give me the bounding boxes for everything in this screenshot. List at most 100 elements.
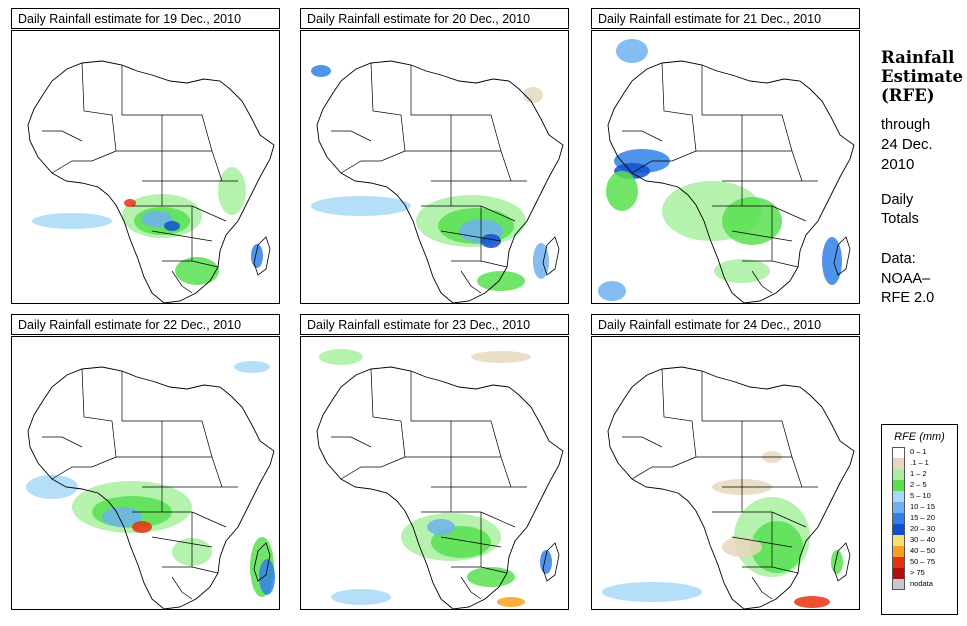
country-border (81, 62, 117, 152)
madagascar-outline (542, 542, 560, 582)
country-border (116, 456, 223, 488)
rainfall-area (794, 596, 830, 608)
rainfall-area (606, 171, 638, 211)
rainfall-area (481, 234, 501, 248)
legend-item: 2 – 5 (882, 480, 957, 491)
rainfall-area (124, 199, 136, 207)
map-panel-19-dec: Daily Rainfall estimate for 19 Dec., 201… (11, 8, 280, 304)
rainfall-area (616, 39, 648, 63)
madagascar-outline (542, 236, 560, 276)
country-border (451, 114, 502, 152)
country-border (42, 436, 83, 448)
country-border (751, 270, 773, 294)
country-border (440, 536, 502, 548)
legend-swatch (892, 568, 905, 579)
legend-item: 50 – 75 (882, 557, 957, 568)
country-border (460, 576, 482, 600)
country-border (81, 368, 117, 458)
coastline (316, 366, 564, 609)
legend-title: RFE (mm) (894, 431, 945, 443)
africa-map (300, 30, 569, 304)
rainfall-area (598, 281, 626, 301)
through-text: through (881, 117, 931, 133)
legend-label: 2 – 5 (910, 480, 927, 489)
rainfall-area (251, 244, 263, 268)
legend-swatch (892, 546, 905, 557)
rainfall-area (32, 213, 112, 229)
country-border (742, 114, 793, 152)
country-border (631, 456, 697, 480)
coastline (316, 60, 564, 303)
legend-label: 5 – 10 (910, 491, 931, 500)
country-border (661, 62, 697, 152)
legend-rows: 0 – 1 .1 – 1 1 – 2 2 – 5 5 – 10 10 – 15 15 – 2… (882, 447, 957, 590)
country-border (42, 130, 83, 142)
sidebar-title: Rainfall Estimate (RFE) (881, 48, 963, 105)
rfe-legend: RFE (mm) 0 – 1 .1 – 1 1 – 2 2 – 5 5 – 10 10 –… (881, 424, 958, 615)
rainfall-area (722, 197, 782, 245)
africa-map (300, 336, 569, 610)
africa-map (11, 336, 280, 610)
title-line: (RFE) (881, 86, 935, 105)
coastline (27, 60, 275, 303)
rainfall-map-svg (27, 60, 275, 303)
coastline (607, 366, 855, 609)
legend-swatch (892, 469, 905, 480)
rainfall-area (132, 521, 152, 533)
country-border (421, 205, 516, 222)
madagascar-outline (253, 236, 271, 276)
legend-item: 40 – 50 (882, 546, 957, 557)
coastline (27, 366, 275, 609)
country-border (410, 371, 452, 457)
country-border (171, 576, 193, 600)
rainfall-map-svg (311, 60, 564, 303)
legend-item: 15 – 20 (882, 513, 957, 524)
legend-swatch (892, 513, 905, 524)
rainfall-area (319, 349, 363, 365)
madagascar-outline (833, 236, 851, 276)
legend-swatch (892, 458, 905, 469)
country-border (701, 371, 743, 457)
country-border (132, 205, 227, 222)
data-label: Data: (881, 251, 916, 267)
country-border (405, 150, 512, 182)
country-border (370, 62, 406, 152)
map-panel-20-dec: Daily Rainfall estimate for 20 Dec., 201… (300, 8, 569, 304)
legend-swatch (892, 535, 905, 546)
country-border (370, 368, 406, 458)
panel-title: Daily Rainfall estimate for 21 Dec., 201… (591, 8, 860, 29)
country-border (742, 420, 793, 458)
rainfall-area (259, 559, 275, 595)
date-line-1: 24 Dec. (881, 136, 933, 153)
legend-item: 5 – 10 (882, 491, 957, 502)
rainfall-area (540, 550, 552, 574)
legend-label: 40 – 50 (910, 546, 936, 555)
country-border (162, 114, 213, 152)
legend-swatch (892, 524, 905, 535)
rainfall-area (331, 589, 391, 605)
country-border (661, 368, 697, 458)
rainfall-map-svg (602, 366, 855, 609)
africa-map (591, 336, 860, 610)
legend-label: 50 – 75 (910, 557, 936, 566)
panel-title: Daily Rainfall estimate for 22 Dec., 201… (11, 314, 280, 335)
legend-item: 0 – 1 (882, 447, 957, 458)
source-line-2: RFE 2.0 (881, 290, 935, 306)
legend-item: 1 – 2 (882, 469, 957, 480)
country-border (712, 205, 807, 222)
daily-text: Daily (881, 192, 914, 208)
legend-label: .1 – 1 (910, 458, 929, 467)
country-border (696, 456, 803, 488)
africa-map (11, 30, 280, 304)
date-line-2: 2010 (881, 156, 915, 173)
country-border (622, 130, 663, 142)
legend-item: nodata (882, 579, 957, 590)
rainfall-area (427, 519, 455, 535)
legend-label: > 75 (910, 568, 925, 577)
country-border (421, 511, 516, 528)
legend-label: nodata (910, 579, 933, 588)
country-border (731, 536, 793, 548)
legend-label: 0 – 1 (910, 447, 927, 456)
map-panel-22-dec: Daily Rainfall estimate for 22 Dec., 201… (11, 314, 280, 610)
legend-label: 15 – 20 (910, 513, 936, 522)
